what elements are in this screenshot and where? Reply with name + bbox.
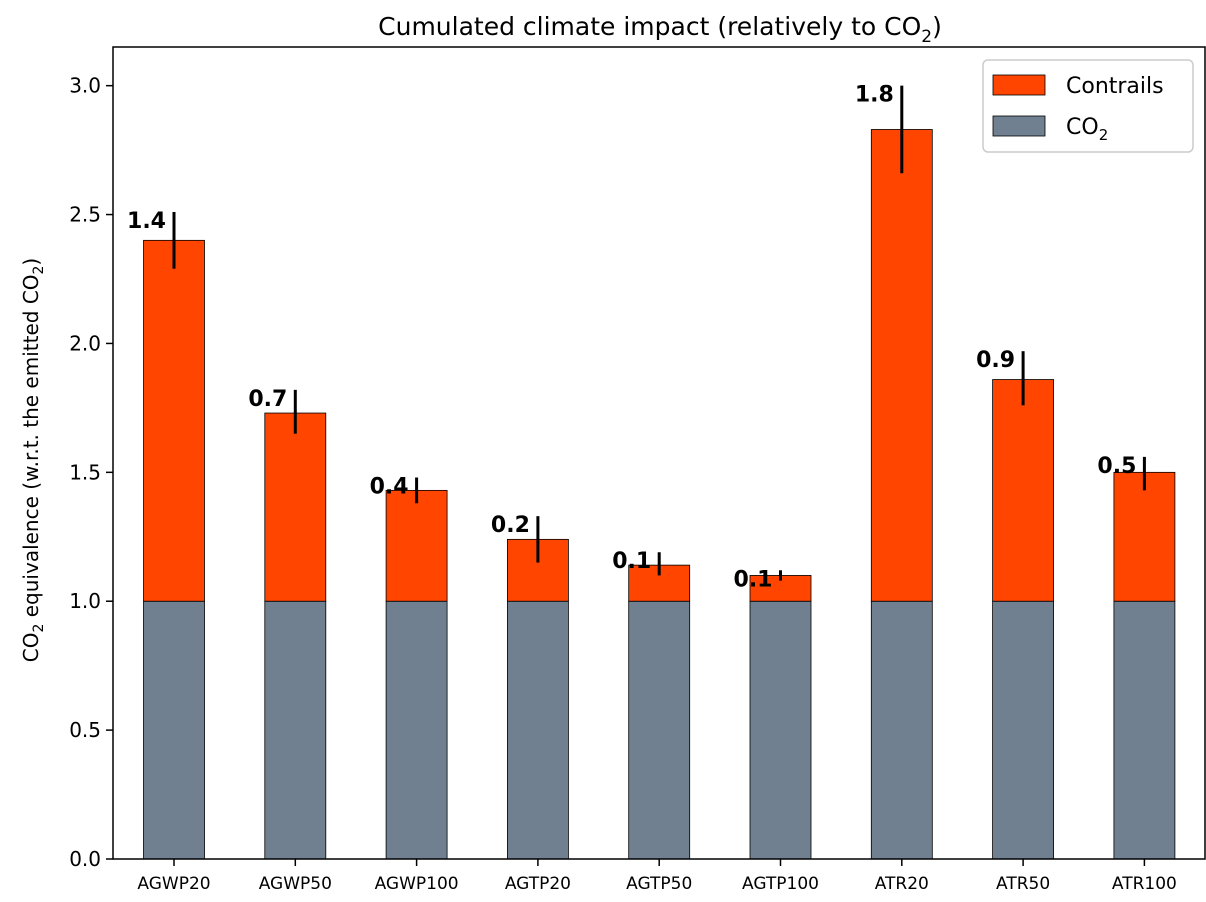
chart-title: Cumulated climate impact (relatively to … [378,12,942,47]
data-label: 0.9 [976,348,1015,373]
legend-swatch-co2 [992,115,1046,137]
data-label: 0.2 [491,513,530,538]
y-tick-label: 0.0 [69,847,101,871]
data-label: 0.7 [248,387,287,412]
bar-co2 [628,600,691,860]
bar-co2 [264,600,327,860]
bar-contrails [1113,471,1176,602]
bar-co2 [143,600,205,860]
plot-frame [112,46,1206,860]
bar-co2 [385,600,448,860]
y-tick-label: 3.0 [69,74,101,98]
data-label: 0.1 [612,549,651,574]
x-tick-label: AGWP50 [259,874,332,894]
bar-co2 [870,600,933,860]
y-tick-label: 2.5 [69,203,101,227]
data-label: 1.4 [127,209,166,234]
data-label: 0.1 [734,567,773,592]
bar-co2 [749,600,812,860]
bar-contrails [385,489,448,602]
bar-co2 [992,600,1054,860]
bar-co2 [506,600,569,860]
y-tick-label: 0.5 [69,718,101,742]
data-label: 0.5 [1097,454,1136,479]
legend-swatch-contrails [992,74,1046,96]
x-tick-label: ATR100 [1112,874,1177,894]
bar-contrails [143,239,205,602]
x-tick-label: AGWP100 [375,874,459,894]
y-tick-label: 1.5 [69,460,101,484]
y-tick-label: 1.0 [69,589,101,613]
bar-contrails [264,412,327,602]
x-tick-label: AGTP100 [742,874,819,894]
y-tick-label: 2.0 [69,331,101,355]
x-tick-label: AGTP50 [626,874,692,894]
plot-area: 0.0 0.5 1.0 1.5 2.0 2.5 3.0 AGWP20 1.4 AGWP50 0.7 A… [69,74,1177,894]
legend-label-contrails: Contrails [1066,74,1164,99]
data-label: 1.8 [855,83,894,108]
data-label: 0.4 [370,474,409,499]
x-tick-label: AGTP20 [505,874,571,894]
y-axis-label: CO2 equivalence (w.r.t. the emitted CO2) [19,258,47,663]
legend: Contrails CO2 [982,59,1194,153]
x-tick-label: ATR50 [996,874,1050,894]
legend-label-co2: CO2 [1066,115,1108,144]
x-tick-label: ATR20 [875,874,929,894]
bar-contrails [992,379,1054,602]
x-tick-label: AGWP20 [137,874,210,894]
bar-co2 [1113,600,1176,860]
bar-contrails [870,129,933,602]
